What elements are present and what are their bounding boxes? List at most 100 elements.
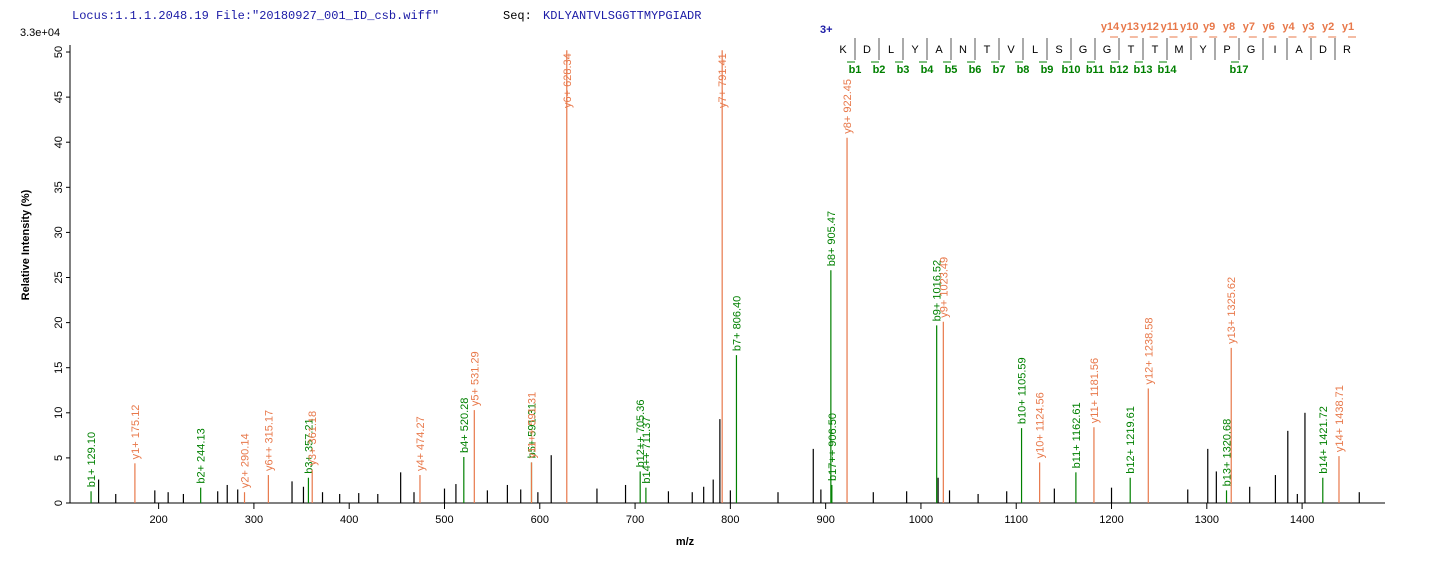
peak-label: b8+ 905.47 xyxy=(826,211,838,266)
residue: M xyxy=(1174,44,1183,56)
peak-label: b2+ 244.13 xyxy=(196,428,208,483)
x-axis-label: m/z xyxy=(676,536,695,548)
residue: G xyxy=(1247,44,1256,56)
residue: D xyxy=(1319,44,1327,56)
residue: D xyxy=(863,44,871,56)
y-label: y13 xyxy=(1121,21,1139,33)
residue: Y xyxy=(1199,44,1207,56)
locus: Locus:1.1.1.2048.19 File:"20180927_001_I… xyxy=(72,9,439,23)
peak-label: y4+ 474.27 xyxy=(415,416,427,471)
x-tick-label: 1400 xyxy=(1290,514,1314,526)
peak-label: y7+ 791.41 xyxy=(717,53,729,108)
b-label: b6 xyxy=(969,64,982,76)
y-label: y8 xyxy=(1223,21,1235,33)
y-tick-label: 15 xyxy=(53,362,65,374)
sequence-text: KDLYANTVLSGGTTMYPGIADR xyxy=(543,9,701,23)
y-label: y9 xyxy=(1203,21,1215,33)
peak-label: y2+ 290.14 xyxy=(240,433,252,488)
residue: T xyxy=(1152,44,1159,56)
y-tick-label: 0 xyxy=(53,500,65,506)
peak-label: y12+ 1238.58 xyxy=(1143,317,1155,384)
b-label: b14 xyxy=(1158,64,1178,76)
y-tick-label: 5 xyxy=(53,455,65,461)
b-label: b11 xyxy=(1086,64,1104,76)
peak-label: y1+ 175.12 xyxy=(130,405,142,460)
residue: P xyxy=(1223,44,1230,56)
x-tick-label: 800 xyxy=(721,514,739,526)
x-tick-label: 700 xyxy=(626,514,644,526)
residue: T xyxy=(984,44,991,56)
residue: G xyxy=(1079,44,1088,56)
y-label: y2 xyxy=(1322,21,1334,33)
peak-label: y11+ 1181.56 xyxy=(1089,358,1101,423)
y-tick-label: 20 xyxy=(53,316,65,328)
b-label: b13 xyxy=(1134,64,1153,76)
residue: N xyxy=(959,44,967,56)
x-tick-label: 500 xyxy=(435,514,453,526)
x-tick-label: 1200 xyxy=(1099,514,1123,526)
peak-label: b17++ 906.50 xyxy=(827,413,839,481)
peak-label: b9+ 1016.52 xyxy=(932,260,944,321)
b-label: b9 xyxy=(1041,64,1054,76)
peak-label: b1+ 129.10 xyxy=(86,432,98,487)
x-tick-label: 1100 xyxy=(1004,514,1028,526)
peak-label: y11++ 591.31 xyxy=(526,392,538,458)
peak-label: b14+ 1421.72 xyxy=(1318,406,1330,474)
b-label: b7 xyxy=(993,64,1006,76)
b-label: b12 xyxy=(1110,64,1129,76)
residue: V xyxy=(1007,44,1015,56)
residue: L xyxy=(888,44,894,56)
seq-label: Seq: xyxy=(503,9,532,23)
x-tick-label: 200 xyxy=(149,514,167,526)
b-label: b17 xyxy=(1230,64,1249,76)
peak-label: b7+ 806.40 xyxy=(731,296,743,351)
peak-label: b14++ 711.37 xyxy=(641,417,653,484)
y-label: y10 xyxy=(1180,21,1198,33)
b-label: b3 xyxy=(897,64,910,76)
y-label: y6 xyxy=(1263,21,1275,33)
y-label: y4 xyxy=(1282,21,1295,33)
residue: I xyxy=(1273,44,1276,56)
peak-label: y14+ 1438.71 xyxy=(1334,385,1346,452)
peak-label: b3+ 357.21 xyxy=(303,418,315,473)
peak-label: b13+ 1320.68 xyxy=(1222,419,1234,487)
y-tick-label: 40 xyxy=(53,136,65,148)
peak-label: y9+ 1023.49 xyxy=(938,257,950,318)
peak-label: b12+ 1219.61 xyxy=(1125,406,1137,474)
x-tick-label: 1300 xyxy=(1195,514,1219,526)
peak-label: y3+ 361.18 xyxy=(307,411,319,466)
residue: G xyxy=(1103,44,1112,56)
residue: L xyxy=(1032,44,1038,56)
y-label: y12 xyxy=(1140,21,1158,33)
peak-label: b12++ 705.36 xyxy=(635,400,647,468)
y-tick-label: 50 xyxy=(53,46,65,58)
b-label: b8 xyxy=(1017,64,1030,76)
peak-label: b5+ 591.31 xyxy=(526,403,538,458)
residue: R xyxy=(1343,44,1351,56)
y-label: y14 xyxy=(1101,21,1120,33)
peak-label: y8+ 922.45 xyxy=(842,79,854,134)
y-label: y3 xyxy=(1302,21,1314,33)
b-label: b2 xyxy=(873,64,886,76)
y-label: y11 xyxy=(1161,21,1179,33)
x-tick-label: 900 xyxy=(816,514,834,526)
peak-label: b4+ 520.28 xyxy=(459,398,471,453)
b-label: b1 xyxy=(849,64,862,76)
scale-label: 3.3e+04 xyxy=(20,27,60,39)
peak-label: y6++ 315.17 xyxy=(263,410,275,471)
b-label: b5 xyxy=(945,64,958,76)
peak-label: b10+ 1105.59 xyxy=(1017,357,1029,424)
residue: A xyxy=(935,44,943,56)
y-label: y1 xyxy=(1342,21,1354,33)
peak-label: b11+ 1162.61 xyxy=(1071,402,1083,468)
b-label: b10 xyxy=(1062,64,1081,76)
residue: S xyxy=(1055,44,1062,56)
y-tick-label: 10 xyxy=(53,407,65,419)
residue: T xyxy=(1128,44,1135,56)
b-label: b4 xyxy=(921,64,935,76)
peak-label: y10+ 1124.56 xyxy=(1035,392,1047,458)
x-tick-label: 400 xyxy=(340,514,358,526)
peak-label: y6+ 628.34 xyxy=(562,53,574,108)
